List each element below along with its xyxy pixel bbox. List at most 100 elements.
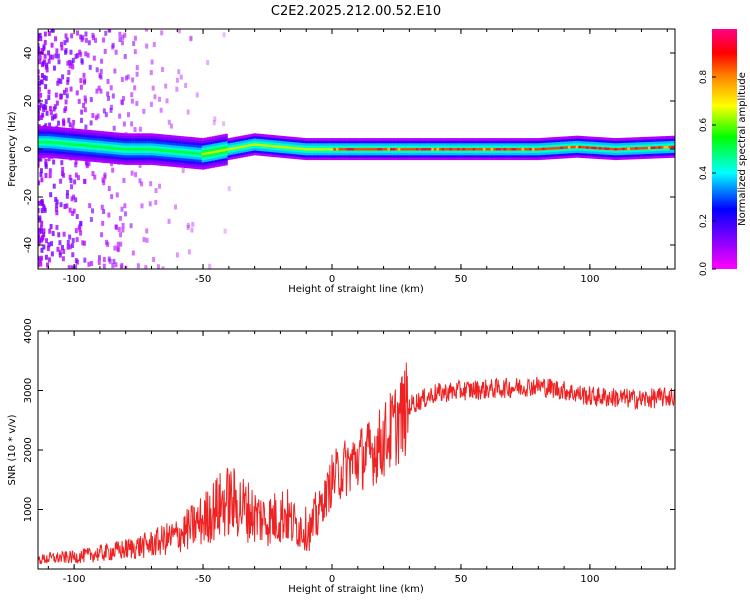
heatmap-cell: [47, 126, 50, 129]
heatmap-cell: [402, 157, 406, 161]
heatmap-cell: [132, 145, 135, 149]
heatmap-cell: [459, 147, 463, 151]
heatmap-cell: [266, 148, 270, 152]
heatmap-cell: [439, 145, 442, 149]
heatmap-cell: [152, 152, 156, 156]
heatmap-cell: [38, 130, 40, 134]
heatmap-cell: [286, 138, 290, 142]
heatmap-cell: [38, 126, 40, 129]
heatmap-cell: [80, 109, 84, 115]
heatmap-cell: [129, 154, 133, 158]
heatmap-cell: [186, 225, 190, 231]
heatmap-cell: [103, 150, 107, 154]
heatmap-cell: [348, 150, 352, 153]
heatmap-cell: [217, 152, 221, 155]
heatmap-cell: [591, 141, 594, 145]
heatmap-cell: [322, 157, 326, 161]
heatmap-cell: [273, 142, 277, 146]
heatmap-cell: [70, 154, 74, 158]
heatmap-cell: [475, 150, 478, 153]
heatmap-cell: [586, 136, 589, 140]
heatmap-cell: [433, 152, 437, 156]
heatmap-cell: [281, 140, 285, 144]
heatmap-cell: [645, 146, 649, 150]
heatmap-cell: [524, 140, 527, 144]
heatmap-cell: [255, 145, 259, 149]
heatmap-cell: [243, 152, 246, 155]
heatmap-cell: [441, 138, 445, 141]
heatmap-cell: [614, 142, 618, 146]
heatmap-cell: [126, 147, 130, 151]
heatmap-cell: [276, 137, 280, 141]
heatmap-cell: [194, 163, 197, 167]
heatmap-cell: [547, 142, 551, 146]
heatmap-cell: [39, 145, 43, 149]
colorbar-tick-label: 0.4: [699, 166, 709, 181]
heatmap-cell: [477, 138, 481, 141]
heatmap-cell: [98, 130, 102, 134]
heatmap-cell: [108, 143, 112, 147]
heatmap-cell: [38, 114, 40, 120]
heatmap-cell: [529, 140, 533, 144]
heatmap-cell: [650, 146, 654, 150]
heatmap-cell: [121, 154, 125, 158]
heatmap-cell: [495, 150, 499, 153]
heatmap-cell: [54, 113, 58, 119]
heatmap-cell: [529, 138, 533, 141]
heatmap-cell: [142, 150, 146, 153]
heatmap-cell: [93, 135, 97, 139]
heatmap-cell: [343, 147, 347, 151]
heatmap-cell: [575, 138, 579, 141]
heatmap-cell: [506, 145, 509, 149]
heatmap-cell: [289, 155, 293, 159]
heatmap-cell: [284, 138, 288, 142]
heatmap-cell: [439, 152, 442, 156]
heatmap-cell: [199, 137, 202, 141]
heatmap-cell: [65, 154, 68, 157]
heatmap-cell: [152, 41, 156, 47]
heatmap-cell: [56, 246, 60, 252]
heatmap-cell: [673, 152, 675, 156]
heatmap-cell: [402, 154, 406, 158]
heatmap-cell: [96, 137, 99, 141]
heatmap-cell: [183, 143, 187, 147]
heatmap-cell: [111, 263, 115, 269]
heatmap-cell: [93, 140, 97, 143]
heatmap-cell: [387, 138, 391, 141]
heatmap-cell: [521, 145, 525, 149]
heatmap-cell: [665, 148, 669, 151]
heatmap-cell: [38, 108, 40, 114]
heatmap-cell: [155, 150, 159, 154]
heatmap-cell: [77, 145, 81, 149]
heatmap-cell: [637, 151, 641, 155]
heatmap-cell: [395, 140, 398, 144]
heatmap-cell: [196, 152, 200, 155]
heatmap-cell: [250, 140, 254, 144]
heatmap-cell: [152, 157, 156, 161]
heatmap-cell: [186, 165, 190, 169]
heatmap-cell: [480, 150, 484, 153]
heatmap-cell: [165, 134, 169, 138]
heatmap-cell: [578, 140, 582, 144]
heatmap-cell: [132, 150, 135, 153]
heatmap-cell: [493, 145, 496, 149]
heatmap-cell: [92, 55, 96, 61]
heatmap-cell: [436, 140, 440, 144]
heatmap-cell: [552, 139, 556, 143]
heatmap-cell: [152, 150, 156, 154]
heatmap-cell: [366, 154, 370, 158]
heatmap-cell: [292, 148, 295, 152]
heatmap-cell: [397, 145, 401, 149]
heatmap-cell: [508, 140, 512, 144]
heatmap-cell: [647, 141, 651, 145]
heatmap-cell: [503, 147, 507, 151]
heatmap-cell: [462, 150, 466, 153]
heatmap-cell: [348, 140, 352, 144]
heatmap-cell: [555, 144, 558, 147]
heatmap-cell: [150, 145, 153, 149]
heatmap-cell: [147, 142, 151, 146]
heatmap-cell: [258, 148, 262, 151]
heatmap-cell: [446, 147, 450, 151]
heatmap-cell: [98, 142, 102, 146]
heatmap-cell: [624, 152, 628, 155]
